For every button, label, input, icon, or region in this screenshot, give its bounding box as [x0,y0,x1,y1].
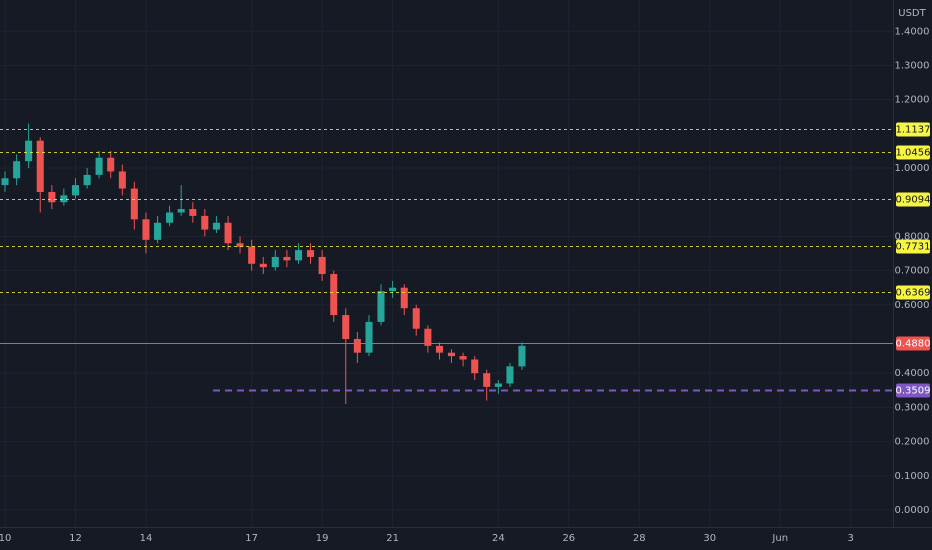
candle-body [189,209,197,216]
candle-body [459,356,467,360]
candle-body [353,339,361,353]
candle-body [389,287,397,292]
x-tick-label: 17 [245,533,258,544]
candle-body [365,321,373,353]
candle-body [130,188,138,220]
candle-body [224,222,232,244]
candle-body [518,345,526,367]
x-tick-label: 14 [140,533,153,544]
x-tick-label: 30 [703,533,716,544]
candle-body [60,195,68,203]
level-label-bg [896,145,930,160]
x-tick-label: 12 [69,533,82,544]
x-tick-label: 3 [848,533,854,544]
y-tick-label: 0.4000 [895,368,930,379]
candle-body [342,315,350,340]
y-tick-label: 1.0000 [895,163,930,174]
x-tick-label: 21 [386,533,399,544]
x-tick-label: 26 [562,533,575,544]
candle-body [283,256,291,261]
y-tick-label: 0.6000 [895,300,930,311]
y-tick-label: 1.3000 [895,60,930,71]
candle-body [95,157,103,175]
candle-body [142,219,150,240]
level-label: 0.9094 [896,195,931,206]
x-tick-label: 28 [633,533,646,544]
candle-body [506,366,514,384]
level-label-bg [896,336,930,351]
y-tick-label: 0.8000 [895,231,930,242]
level-label: 0.3509 [896,386,931,397]
candle-body [166,212,174,223]
level-label: 1.1137 [896,125,931,136]
candle-body [48,191,56,203]
candle-body [248,246,256,264]
candle-body [154,222,162,240]
candle-body [377,291,385,322]
unit-label: USDT [898,8,926,19]
y-tick-label: 0.7000 [895,266,930,277]
level-label-bg [896,285,930,300]
y-tick-label: 0.1000 [895,471,930,482]
level-label: 0.7731 [896,242,931,253]
candle-body [13,161,21,179]
candle-body [471,359,479,374]
candle-body [107,157,115,172]
level-label-bg [896,239,930,254]
level-label-bg [896,192,930,207]
y-tick-label: 0.3000 [895,402,930,413]
y-tick-label: 1.2000 [895,95,930,106]
candle-body [71,185,80,196]
candle-body [259,263,267,268]
level-label-bg [896,383,930,398]
y-tick-label: 0.0000 [895,505,930,516]
level-label: 0.6369 [896,288,931,299]
candle-body [36,140,44,192]
candle-body [435,345,444,353]
candle-body [271,256,279,268]
candle-body [330,274,338,316]
candle-body [424,328,432,346]
candle-body [83,174,91,186]
candle-body [318,256,326,275]
y-tick-label: 1.4000 [895,26,930,37]
level-label: 1.0456 [896,148,931,159]
x-tick-label: 10 [0,533,11,544]
candle-body [177,209,185,213]
candle-body [306,250,315,257]
x-tick-label: 24 [492,533,505,544]
candle-body [295,250,303,261]
candle-body [494,383,502,387]
candle-body [25,140,33,162]
candle-body [447,352,455,357]
level-label-bg [896,122,930,137]
candle-body [118,171,126,189]
candle-body [483,373,491,387]
candle-body [236,243,244,247]
candle-body [1,178,9,186]
candle-body [212,222,220,230]
x-tick-label: 19 [316,533,329,544]
x-tick-label: Jun [771,533,788,544]
candle-body [201,215,209,230]
candle-body [400,287,408,309]
y-tick-label: 0.2000 [895,437,930,448]
level-label: 0.4880 [896,339,931,350]
candle-body [412,308,420,329]
